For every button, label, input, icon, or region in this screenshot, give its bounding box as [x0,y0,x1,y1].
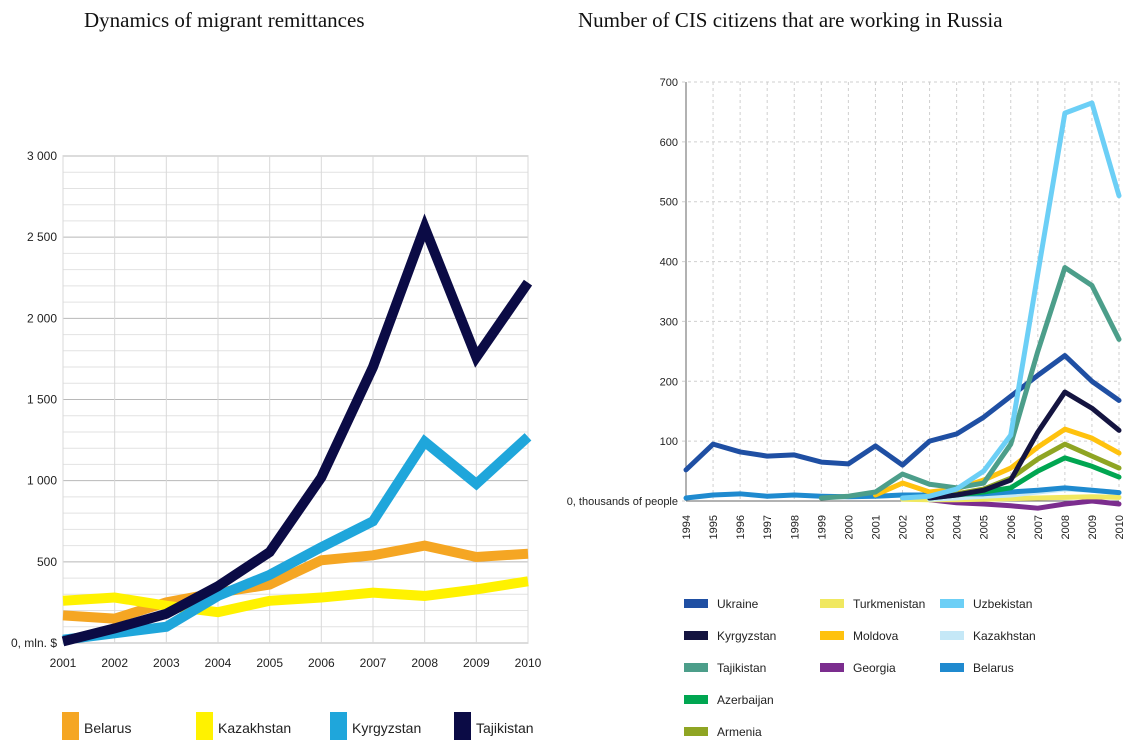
x-tick-label: 2007 [360,656,387,670]
x-tick-label: 2001 [870,515,882,539]
series-line-georgia [927,497,1122,511]
legend-label-tajikistan: Tajikistan [476,720,534,736]
x-tick-label: 1994 [681,515,693,539]
legend-swatch-kyrgyzstan [684,631,708,640]
series-line-tajikistan [818,265,1122,501]
legend-label-ukraine: Ukraine [717,597,759,611]
series-line-uzbekistan [900,100,1122,501]
legend-swatch-georgia [820,663,844,672]
series-line-belarus [62,540,529,624]
remittances-chart: 0, mln. $ 500 1 000 1 500 2 000 2 500 3 000 200… [11,149,542,740]
legend-swatch-ukraine [684,599,708,608]
series-line-moldova [872,426,1122,498]
legend-swatch-turkmenistan [820,599,844,608]
x-tick-label: 2000 [843,515,855,539]
x-tick-label: 2006 [308,656,335,670]
y-tick-label: 0, thousands of people [567,496,678,508]
legend-swatch-belarus [62,712,79,740]
y-tick-label: 100 [660,436,678,448]
x-tick-label: 1996 [735,515,747,539]
legend-label-kazakhstan: Kazakhstan [973,629,1036,643]
legend-label-kyrgyzstan: Kyrgyzstan [717,629,776,643]
x-tick-label: 2010 [1114,515,1126,539]
legend-swatch-tajikistan [684,663,708,672]
x-tick-label: 2007 [1033,515,1045,539]
series-line-belarus [683,485,1122,501]
x-tick-label: 2004 [952,515,964,539]
y-tick-label: 3 000 [27,149,57,163]
x-tick-label: 2003 [153,656,180,670]
x-tick-label: 2009 [463,656,490,670]
chart-title-cis-workers: Number of CIS citizens that are working … [578,8,1003,32]
y-tick-label: 200 [660,376,678,388]
legend-label-azerbaijan: Azerbaijan [717,693,774,707]
legend-label-armenia: Armenia [717,725,762,739]
y-tick-label: 0, mln. $ [11,636,57,650]
y-tick-label: 300 [660,316,678,328]
x-tick-label: 2004 [205,656,232,670]
legend-swatch-azerbaijan [684,695,708,704]
x-tick-label: 1997 [762,515,774,539]
x-tick-label: 2008 [411,656,438,670]
x-tick-label: 1998 [789,515,801,539]
legend-swatch-kyrgyzstan [330,712,347,740]
series-line-kyrgyzstan [927,389,1122,501]
legend-label-belarus: Belarus [973,661,1014,675]
x-tick-label: 2005 [979,515,991,539]
legend-label-turkmenistan: Turkmenistan [853,597,925,611]
y-tick-label: 2 000 [27,311,57,325]
legend-swatch-belarus [940,663,964,672]
series-line-tajikistan [61,213,533,647]
x-tick-label: 2005 [256,656,283,670]
legend-label-kazakhstan: Kazakhstan [218,720,291,736]
x-tick-label: 2006 [1006,515,1018,539]
y-tick-label: 500 [660,197,678,209]
legend-swatch-kazakhstan [196,712,213,740]
y-tick-label: 2 500 [27,230,57,244]
x-tick-label: 2010 [515,656,542,670]
legend-label-georgia: Georgia [853,661,896,675]
legend-swatch-moldova [820,631,844,640]
legend-swatch-tajikistan [454,712,471,740]
x-tick-label: 2002 [101,656,128,670]
series-line-ukraine [683,353,1122,473]
legend-label-kyrgyzstan: Kyrgyzstan [352,720,421,736]
x-tick-label: 2008 [1060,515,1072,539]
legend-label-belarus: Belarus [84,720,131,736]
x-tick-label: 1999 [816,515,828,539]
y-tick-label: 600 [660,137,678,149]
y-tick-label: 500 [37,555,57,569]
legend-label-tajikistan: Tajikistan [717,661,766,675]
y-tick-label: 1 500 [27,393,57,407]
y-tick-label: 400 [660,257,678,269]
series-line-kazakhstan [62,576,529,618]
legend-label-moldova: Moldova [853,629,899,643]
x-tick-label: 2003 [925,515,937,539]
legend-swatch-uzbekistan [940,599,964,608]
legend-swatch-armenia [684,727,708,736]
series-line-kyrgyzstan [62,433,532,645]
legend-label-uzbekistan: Uzbekistan [973,597,1032,611]
x-tick-label: 2009 [1087,515,1099,539]
chart-title-remittances: Dynamics of migrant remittances [84,8,365,32]
legend-swatch-kazakhstan [940,631,964,640]
y-tick-label: 1 000 [27,474,57,488]
y-tick-label: 700 [660,77,678,89]
x-tick-label: 1995 [708,515,720,539]
x-tick-label: 2002 [898,515,910,539]
x-tick-label: 2001 [50,656,77,670]
